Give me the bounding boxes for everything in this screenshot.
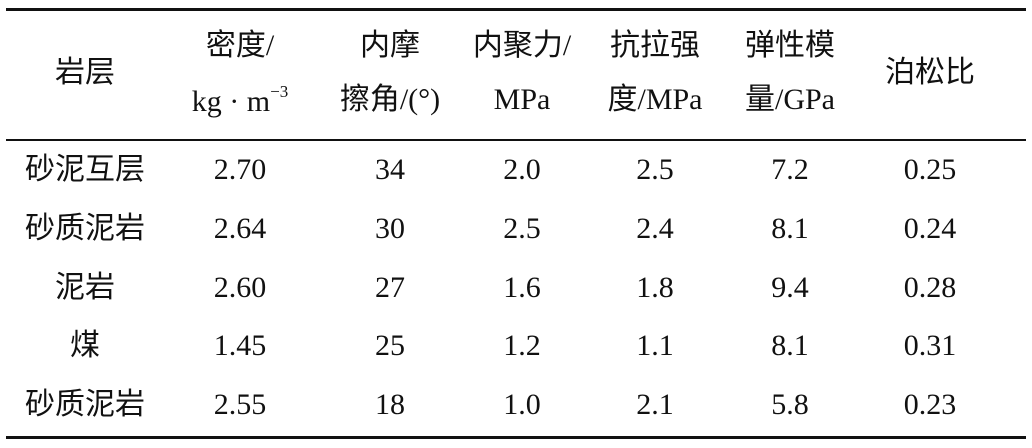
header-text: 内摩 [360,29,420,62]
cell-value: 2.5 [503,212,541,245]
cell-value: 0.25 [903,153,957,186]
cell-value: 0.28 [903,271,957,304]
cell-value: 1.6 [503,271,541,304]
cell-value: 5.8 [771,388,809,421]
cell-value: 1.1 [636,329,674,362]
cell-value: 2.0 [503,153,541,186]
cell-value: 8.1 [771,212,809,245]
cell-value: 1.2 [503,329,541,362]
top-rule [6,8,1026,11]
row-label: 砂泥互层 [25,153,145,186]
row-label: 泥岩 [55,271,115,304]
header-text: 抗拉强 [610,29,700,62]
header-text: 擦角/(°) [339,83,441,116]
cell-value: 2.1 [636,388,674,421]
cell-value: 7.2 [771,153,809,186]
cell-value: 9.4 [771,271,809,304]
header-text: 弹性模 [745,29,835,62]
cell-value: 18 [375,388,405,421]
row-label: 煤 [70,329,100,362]
cell-value: 2.64 [213,212,267,245]
superscript: −3 [270,82,289,101]
cell-value: 1.8 [636,271,674,304]
cell-value: 2.70 [213,153,267,186]
cell-value: 0.31 [903,329,957,362]
header-text: 度/MPa [607,83,703,116]
header-text: MPa [493,83,551,116]
header-text: kg · m−3 [191,82,289,118]
cell-value: 27 [375,271,405,304]
cell-value: 0.23 [903,388,957,421]
row-label: 砂质泥岩 [25,212,145,245]
header-text: 量/GPa [745,83,835,116]
header-text: 密度/ [205,29,275,62]
cell-value: 2.5 [636,153,674,186]
cell-value: 8.1 [771,329,809,362]
cell-value: 1.0 [503,388,541,421]
cell-value: 2.55 [213,388,267,421]
cell-value: 2.60 [213,271,267,304]
cell-value: 25 [375,329,405,362]
header-text: 岩层 [55,56,115,89]
bottom-rule [6,436,1026,439]
header-text: 内聚力/ [472,29,572,62]
cell-value: 0.24 [903,212,957,245]
cell-value: 34 [375,153,405,186]
cell-value: 30 [375,212,405,245]
cell-value: 2.4 [636,212,674,245]
header-rule [6,139,1026,141]
header-text: 泊松比 [885,56,975,89]
row-label: 砂质泥岩 [25,388,145,421]
cell-value: 1.45 [213,329,267,362]
